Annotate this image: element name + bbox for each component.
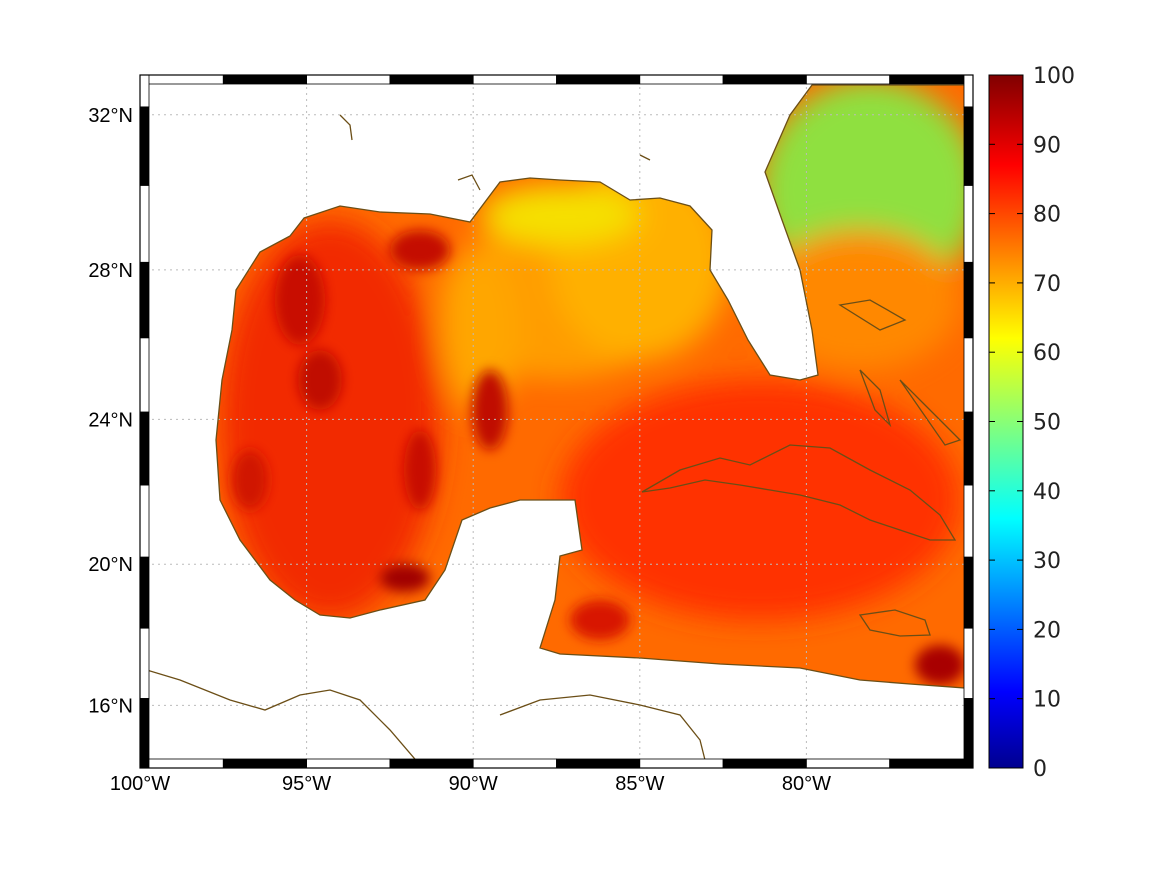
frame-seg-top <box>389 74 474 85</box>
frame-seg-bottom <box>889 758 974 769</box>
frame-seg-top <box>139 74 224 85</box>
frame-seg-bottom <box>472 758 557 769</box>
frame-seg-right <box>963 74 974 108</box>
frame-seg-bottom <box>306 758 391 769</box>
islands <box>339 114 651 191</box>
colorbar-tick-label: 70 <box>1033 272 1061 297</box>
colorbar-tick-label: 10 <box>1033 688 1061 713</box>
frame-seg-top <box>889 74 974 85</box>
colorbar-tick-label: 100 <box>1033 64 1075 89</box>
frame-seg-right <box>963 337 974 413</box>
x-tick-label: 90°W <box>449 773 498 795</box>
x-tick-label: 95°W <box>282 773 331 795</box>
frame-seg-top <box>639 74 724 85</box>
frame-seg-bottom <box>389 758 474 769</box>
frame-seg-right <box>963 184 974 263</box>
frame-seg-left <box>139 184 150 263</box>
frame-seg-top <box>806 74 891 85</box>
y-tick-label: 32°N <box>88 105 133 127</box>
frame-seg-left <box>139 74 150 108</box>
frame-seg-bottom <box>139 758 224 769</box>
field-layer <box>216 85 965 688</box>
cuba-coastline <box>641 444 957 541</box>
frame-seg-right <box>963 106 974 186</box>
frame-seg-top <box>306 74 391 85</box>
frame-seg-right <box>963 411 974 486</box>
x-tick-label: 85°W <box>615 773 664 795</box>
coastlines <box>140 84 966 766</box>
colorbar-tick-label: 60 <box>1033 341 1061 366</box>
frame-seg-top <box>556 74 641 85</box>
y-tick-labels: 16°N 20°N 24°N 28°N 32°N <box>88 105 133 718</box>
frame-seg-right <box>963 484 974 558</box>
frame-seg-bottom <box>639 758 724 769</box>
frame-seg-top <box>722 74 807 85</box>
colorbar: 0 10 20 30 40 50 60 70 80 90 100 <box>988 64 1075 782</box>
colorbar-tick-label: 50 <box>1033 411 1061 436</box>
frame-seg-right <box>963 556 974 629</box>
frame-seg-bottom <box>722 758 807 769</box>
y-tick-label: 20°N <box>88 554 133 576</box>
colorbar-tick-labels: 0 10 20 30 40 50 60 70 80 90 100 <box>989 64 1075 782</box>
frame-seg-left <box>139 261 150 339</box>
jamaica-coastline <box>858 609 931 637</box>
frame-seg-left <box>139 698 150 769</box>
map-frame <box>139 74 974 769</box>
y-tick-label: 16°N <box>88 695 133 717</box>
frame-seg-bottom <box>222 758 308 769</box>
colorbar-tick-label: 40 <box>1033 480 1061 505</box>
colorbar-tick-label: 80 <box>1033 203 1061 228</box>
x-tick-labels: 100°W 95°W 90°W 85°W 80°W <box>110 773 831 795</box>
x-tick-label: 80°W <box>782 773 831 795</box>
frame-outline <box>139 74 974 769</box>
colorbar-tick-label: 20 <box>1033 618 1061 643</box>
colorbar-tick-label: 0 <box>1033 757 1047 782</box>
frame-seg-left <box>139 556 150 629</box>
bahamas-coastline <box>838 299 962 446</box>
gridlines <box>140 75 973 768</box>
frame-seg-left <box>139 627 150 699</box>
frame-seg-bottom <box>556 758 641 769</box>
frame-seg-left <box>139 106 150 186</box>
frame-seg-bottom <box>806 758 891 769</box>
central-america-coastline <box>140 667 706 766</box>
frame-seg-right <box>963 627 974 699</box>
y-tick-label: 28°N <box>88 260 133 282</box>
frame-seg-left <box>139 337 150 413</box>
y-tick-label: 24°N <box>88 409 133 431</box>
x-tick-label: 100°W <box>110 773 170 795</box>
colorbar-tick-label: 90 <box>1033 133 1061 158</box>
frame-seg-top <box>222 74 308 85</box>
frame-seg-right <box>963 698 974 769</box>
frame-seg-left <box>139 411 150 486</box>
frame-seg-top <box>472 74 557 85</box>
frame-seg-left <box>139 484 150 558</box>
colorbar-tick-label: 30 <box>1033 549 1061 574</box>
frame-seg-right <box>963 261 974 339</box>
